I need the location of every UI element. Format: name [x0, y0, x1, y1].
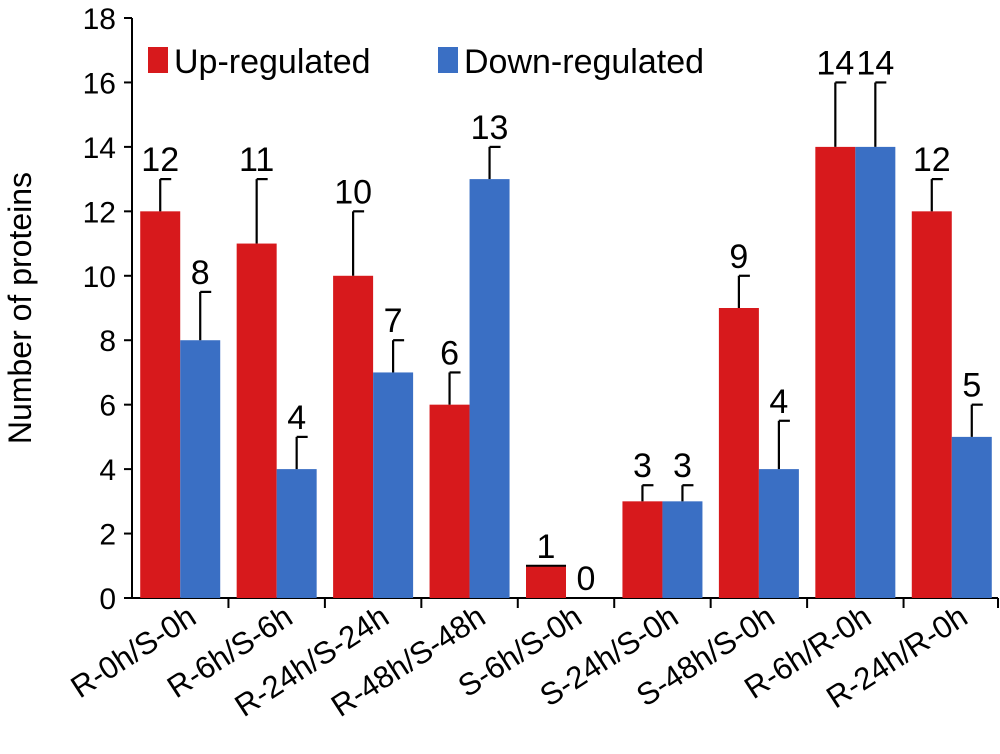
bar-down — [180, 340, 221, 598]
y-tick-label: 4 — [99, 454, 116, 487]
y-tick-label: 2 — [99, 519, 116, 552]
y-tick-label: 6 — [99, 390, 116, 423]
bar-up — [429, 404, 470, 598]
data-label: 10 — [334, 173, 372, 211]
bar-up — [911, 211, 952, 599]
data-label: 4 — [769, 383, 788, 421]
bar-down — [951, 436, 992, 598]
legend: Up-regulated Down-regulated — [148, 43, 704, 81]
data-label: 14 — [816, 44, 854, 82]
data-label: 11 — [239, 141, 274, 179]
bar-down — [469, 179, 510, 598]
bar-down — [373, 372, 414, 598]
y-tick-label: 14 — [83, 132, 116, 165]
bar-up — [622, 501, 663, 598]
bar-up — [526, 565, 566, 598]
data-label: 6 — [440, 334, 459, 372]
data-label: 13 — [471, 109, 509, 147]
y-tick-label: 12 — [83, 196, 116, 229]
y-tick-label: 0 — [99, 583, 116, 616]
data-label: 12 — [141, 141, 179, 179]
data-label: 1 — [537, 528, 556, 566]
legend-label: Down-regulated — [464, 43, 704, 81]
bar-up — [140, 211, 181, 599]
data-label: 14 — [856, 44, 894, 82]
bar-up — [236, 243, 277, 599]
data-label: 3 — [673, 447, 692, 485]
bar-down — [855, 146, 896, 598]
bar-down — [662, 501, 703, 598]
y-axis-title: Number of proteins — [2, 172, 38, 444]
data-label: 5 — [962, 367, 981, 405]
y-tick-label: 18 — [83, 3, 116, 36]
legend-label: Up-regulated — [174, 43, 371, 81]
y-tick-label: 10 — [83, 261, 116, 294]
data-label: 12 — [913, 141, 951, 179]
bar-down — [276, 469, 317, 598]
bar-up — [815, 146, 856, 598]
data-label: 0 — [577, 560, 596, 598]
bar-up — [333, 275, 374, 598]
bar-down — [758, 469, 799, 598]
legend-swatch-down — [438, 47, 458, 73]
error-bars — [159, 81, 983, 502]
y-tick-label: 16 — [83, 67, 116, 100]
data-label: 4 — [287, 399, 306, 437]
bar-up — [718, 308, 759, 598]
bars — [140, 146, 992, 599]
data-label: 9 — [729, 238, 748, 276]
data-label: 7 — [384, 302, 403, 340]
legend-swatch-up — [148, 47, 168, 73]
data-label: 8 — [191, 254, 210, 292]
y-tick-label: 8 — [99, 325, 116, 358]
data-label: 3 — [633, 447, 652, 485]
